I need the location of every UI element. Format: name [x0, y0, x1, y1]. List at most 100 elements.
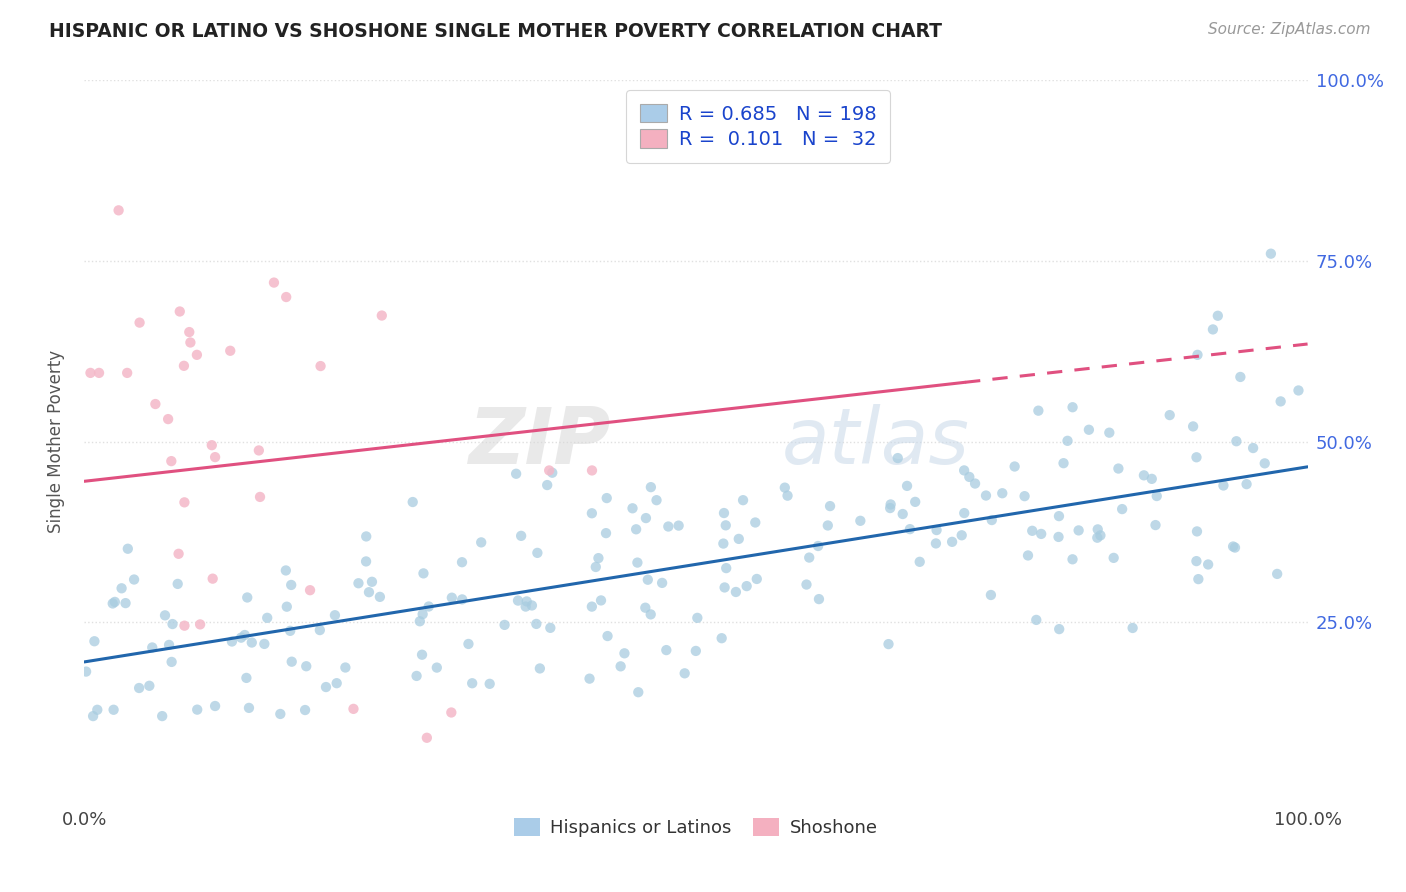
Point — [1288, 384, 1310, 398]
Point — [538, 621, 561, 635]
Point — [849, 514, 872, 528]
Point — [1187, 572, 1209, 586]
Point — [173, 495, 195, 509]
Point — [256, 611, 278, 625]
Point — [515, 599, 537, 614]
Point — [186, 703, 208, 717]
Point — [169, 304, 191, 318]
Point — [461, 676, 484, 690]
Point — [204, 698, 226, 713]
Point — [991, 486, 1014, 500]
Point — [1146, 489, 1168, 503]
Point — [153, 608, 176, 623]
Point — [1270, 394, 1292, 409]
Point — [457, 637, 479, 651]
Point — [160, 454, 183, 468]
Point — [280, 578, 302, 592]
Point — [896, 479, 918, 493]
Point — [713, 506, 735, 520]
Point — [253, 637, 276, 651]
Point — [229, 631, 252, 645]
Point — [201, 572, 224, 586]
Point — [1087, 522, 1109, 536]
Point — [221, 634, 243, 648]
Point — [516, 594, 538, 608]
Point — [887, 451, 910, 466]
Text: HISPANIC OR LATINO VS SHOSHONE SINGLE MOTHER POVERTY CORRELATION CHART: HISPANIC OR LATINO VS SHOSHONE SINGLE MO… — [49, 22, 942, 41]
Point — [122, 573, 145, 587]
Point — [141, 640, 163, 655]
Point — [295, 659, 318, 673]
Point — [157, 638, 180, 652]
Point — [799, 550, 821, 565]
Point — [412, 607, 434, 622]
Point — [1017, 549, 1039, 563]
Point — [1185, 524, 1208, 539]
Point — [727, 532, 749, 546]
Point — [1254, 456, 1277, 470]
Point — [274, 564, 297, 578]
Point — [107, 203, 129, 218]
Point — [817, 518, 839, 533]
Point — [1028, 403, 1050, 417]
Point — [299, 583, 322, 598]
Point — [877, 637, 900, 651]
Point — [115, 366, 138, 380]
Point — [529, 661, 551, 675]
Point — [609, 659, 631, 673]
Point — [451, 592, 474, 607]
Point — [624, 522, 647, 536]
Text: ZIP: ZIP — [468, 403, 610, 480]
Point — [236, 591, 259, 605]
Point — [75, 665, 97, 679]
Point — [173, 618, 195, 632]
Point — [1085, 531, 1108, 545]
Point — [776, 489, 799, 503]
Point — [596, 629, 619, 643]
Point — [354, 529, 377, 543]
Point — [668, 518, 690, 533]
Point — [294, 703, 316, 717]
Point — [1107, 461, 1129, 475]
Point — [315, 680, 337, 694]
Point — [1098, 425, 1121, 440]
Point — [1159, 408, 1181, 422]
Point — [440, 591, 463, 605]
Point — [405, 669, 427, 683]
Point — [953, 463, 976, 477]
Point — [965, 476, 987, 491]
Point — [1236, 477, 1258, 491]
Point — [1185, 554, 1208, 568]
Point — [773, 481, 796, 495]
Point — [104, 595, 127, 609]
Point — [980, 513, 1002, 527]
Point — [82, 709, 104, 723]
Point — [412, 566, 434, 581]
Point — [744, 516, 766, 530]
Point — [201, 438, 224, 452]
Point — [204, 450, 226, 464]
Point — [657, 519, 679, 533]
Point — [440, 706, 463, 720]
Point — [686, 611, 709, 625]
Point — [128, 681, 150, 695]
Point — [186, 348, 208, 362]
Point — [925, 523, 948, 537]
Point — [541, 466, 564, 480]
Point — [710, 631, 733, 645]
Point — [1056, 434, 1078, 448]
Point — [101, 597, 124, 611]
Point — [1144, 518, 1167, 533]
Point — [323, 608, 346, 623]
Point — [1212, 478, 1234, 492]
Point — [621, 501, 644, 516]
Point — [716, 561, 738, 575]
Point — [925, 536, 948, 550]
Text: atlas: atlas — [782, 403, 970, 480]
Point — [87, 366, 110, 380]
Point — [238, 701, 260, 715]
Point — [1229, 370, 1251, 384]
Point — [685, 644, 707, 658]
Point — [713, 581, 735, 595]
Point — [818, 499, 841, 513]
